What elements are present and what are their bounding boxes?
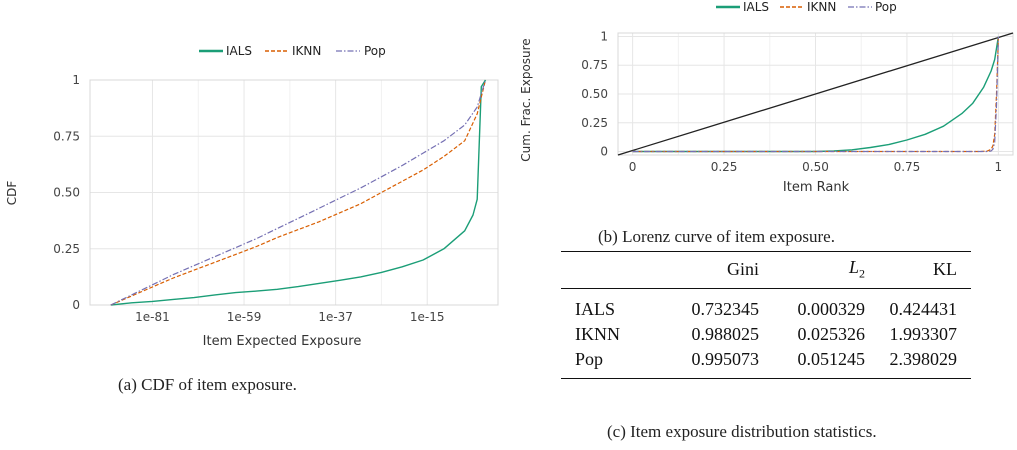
cdf-x-tick-label: 1e-81 (135, 310, 170, 324)
lorenz-y-tick-label: 1 (600, 29, 608, 43)
l2-value: 0.000329 (797, 298, 866, 319)
table-top-rule (561, 251, 971, 252)
cdf-plot-frame (89, 79, 499, 306)
cdf-caption: (a) CDF of item exposure. (118, 375, 297, 394)
cdf-y-tick-label: 0 (72, 298, 80, 312)
stats-table: Gini L2 KL IALS 0.732345 0.000329 0.4244… (561, 252, 971, 378)
lorenz-y-axis-label: Cum. Frac. Exposure (519, 38, 533, 161)
lorenz-plot-frame (617, 32, 1014, 156)
lorenz-x-tick-label: 0.25 (711, 160, 738, 174)
cdf-legend-label-pop: Pop (364, 44, 386, 58)
lorenz-x-tick-label: 0 (629, 160, 637, 174)
cdf-series-iknn (110, 79, 487, 306)
row-label: Pop (575, 348, 604, 369)
cdf-y-tick-label: 0.25 (53, 242, 80, 256)
cdf-y-tick-label: 0.75 (53, 129, 80, 143)
row-label: IKNN (575, 323, 620, 344)
lorenz-x-axis-label: Item Rank (783, 180, 850, 195)
table-row: Pop 0.995073 0.051245 2.398029 (561, 347, 971, 372)
cdf-legend: IALS IKNN Pop (199, 44, 386, 58)
lorenz-series-pop (632, 36, 999, 153)
gini-value: 0.988025 (691, 323, 760, 344)
lorenz-y-tick-label: 0.75 (581, 58, 608, 72)
table-header-row: Gini L2 KL (561, 252, 971, 288)
gini-value: 0.732345 (691, 298, 760, 319)
cdf-x-tick-label: 1e-59 (227, 310, 262, 324)
cdf-legend-label-iknn: IKNN (292, 44, 321, 58)
lorenz-y-tick-label: 0.25 (581, 116, 608, 130)
table-mid-rule-row (561, 287, 971, 297)
l2-value: 0.025326 (797, 323, 866, 344)
cdf-series-ials (110, 79, 487, 306)
lorenz-series (632, 36, 1000, 153)
lorenz-series-ials (632, 36, 1000, 153)
cdf-x-ticks: 1e-81 1e-59 1e-37 1e-15 (135, 310, 444, 324)
lorenz-y-ticks: 0 0.25 0.50 0.75 1 (581, 29, 608, 158)
lorenz-x-ticks: 0 0.25 0.50 0.75 1 (629, 160, 1002, 174)
l2-subscript: 2 (859, 267, 865, 282)
cdf-series-pop (110, 79, 487, 306)
lorenz-caption: (b) Lorenz curve of item exposure. (598, 227, 835, 246)
lorenz-x-tick-label: 0.50 (802, 160, 829, 174)
lorenz-x-tick-label: 1 (995, 160, 1003, 174)
l2-value: 0.051245 (797, 348, 866, 369)
row-label: IALS (575, 298, 615, 319)
cdf-x-tick-label: 1e-15 (410, 310, 445, 324)
cdf-series (110, 79, 487, 306)
cdf-y-tick-label: 0.50 (53, 186, 80, 200)
table-header-label (561, 252, 653, 288)
l2-symbol: L (848, 257, 859, 278)
stats-table-wrapper: Gini L2 KL IALS 0.732345 0.000329 0.4244… (561, 251, 971, 379)
kl-value: 0.424431 (889, 298, 958, 319)
cdf-x-axis-label: Item Expected Exposure (203, 334, 362, 349)
table-header-l2: L2 (759, 252, 865, 288)
lorenz-chart: IALS IKNN Pop 0 0.25 0.50 0.75 1 0 0.25 0.50 0.… (519, 0, 1014, 195)
cdf-chart: IALS IKNN Pop 1e-81 1e-59 1e-37 1e-15 0 0.25… (5, 44, 499, 349)
lorenz-legend-label-iknn: IKNN (807, 0, 836, 14)
table-header-kl: KL (933, 259, 957, 280)
lorenz-x-tick-label: 0.75 (894, 160, 921, 174)
lorenz-legend-label-ials: IALS (743, 0, 769, 14)
cdf-legend-label-ials: IALS (226, 44, 252, 58)
lorenz-y-tick-label: 0 (600, 145, 608, 159)
table-bottom-rule (561, 377, 971, 379)
lorenz-y-tick-label: 0.50 (581, 87, 608, 101)
gini-value: 0.995073 (691, 348, 760, 369)
lorenz-equality-line (617, 32, 1014, 156)
kl-value: 1.993307 (889, 323, 958, 344)
table-row: IALS 0.732345 0.000329 0.424431 (561, 297, 971, 322)
lorenz-legend-label-pop: Pop (875, 0, 897, 14)
lorenz-legend: IALS IKNN Pop (716, 0, 897, 14)
cdf-x-tick-label: 1e-37 (318, 310, 353, 324)
cdf-y-tick-label: 1 (72, 73, 80, 87)
stats-caption: (c) Item exposure distribution statistic… (607, 422, 877, 441)
cdf-gridlines (90, 79, 498, 306)
cdf-y-axis-label: CDF (5, 181, 19, 206)
cdf-y-ticks: 0 0.25 0.50 0.75 1 (53, 73, 80, 312)
table-row: IKNN 0.988025 0.025326 1.993307 (561, 322, 971, 347)
table-header-gini: Gini (726, 259, 759, 280)
kl-value: 2.398029 (889, 348, 958, 369)
